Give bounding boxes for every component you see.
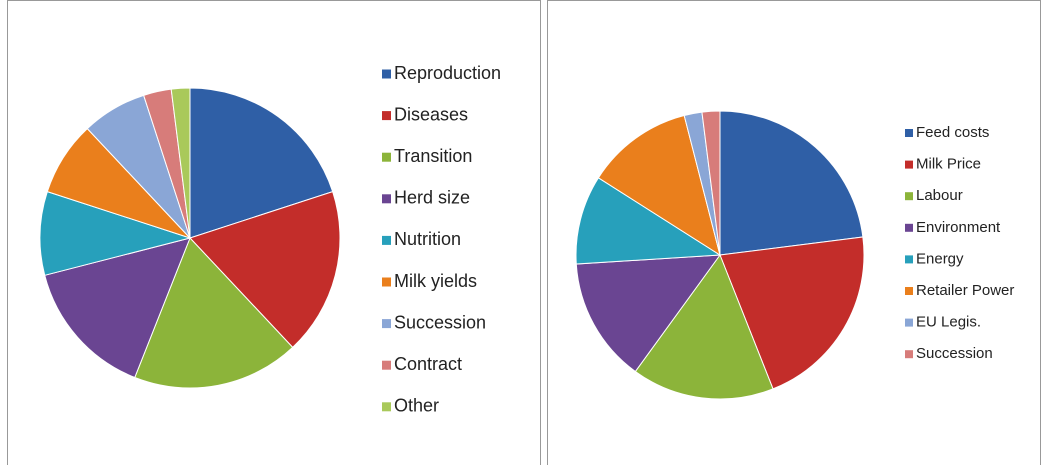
left-panel — [7, 0, 541, 465]
legend-swatch — [382, 360, 391, 370]
legend-swatch — [382, 111, 391, 121]
pie-slice — [634, 253, 774, 400]
legend-label: Reproduction — [394, 63, 501, 83]
legend-label: Contract — [394, 354, 462, 374]
legend-swatch — [382, 277, 391, 287]
legend-swatch — [905, 160, 913, 169]
right-panel — [547, 0, 1041, 465]
pie-slice — [44, 237, 191, 379]
pie-slice — [170, 87, 191, 239]
legend-label: Diseases — [394, 104, 468, 124]
legend-swatch — [905, 223, 913, 232]
legend-swatch — [382, 152, 391, 162]
pie-slice — [719, 236, 865, 390]
legend-swatch — [382, 402, 391, 412]
pie-slice — [597, 114, 721, 257]
legend-label: Transition — [394, 146, 472, 166]
legend-label: Feed costs — [916, 124, 989, 141]
legend-swatch — [382, 69, 391, 79]
legend-label: Labour — [916, 187, 963, 204]
pie-slice — [701, 110, 721, 256]
legend-swatch — [905, 129, 913, 137]
legend-swatch — [382, 235, 391, 245]
legend-label: Milk yields — [394, 271, 477, 291]
legend-swatch — [905, 318, 913, 327]
legend-label: Environment — [916, 219, 1001, 236]
legend-label: Milk Price — [916, 156, 981, 173]
pie-slice — [39, 191, 192, 276]
pie-slice — [189, 87, 334, 239]
legend-swatch — [382, 194, 391, 204]
legend-swatch — [905, 255, 913, 264]
legend-label: Succession — [394, 312, 486, 332]
legend-label: Nutrition — [394, 229, 461, 249]
legend-label: Energy — [916, 250, 964, 267]
pie-slice — [575, 254, 722, 373]
pie-slice — [575, 177, 722, 265]
pie-slice — [719, 110, 864, 256]
legend-label: EU Legis. — [916, 314, 981, 331]
legend-label: Herd size — [394, 188, 470, 208]
legend-label: Other — [394, 396, 439, 416]
pie-slice — [189, 191, 341, 349]
legend-label: Retailer Power — [916, 282, 1014, 299]
legend-swatch — [905, 287, 913, 295]
legend-swatch — [905, 192, 913, 201]
legend-swatch — [905, 350, 913, 359]
legend-label: Succession — [916, 345, 993, 362]
legend-swatch — [382, 319, 391, 329]
pie-slice — [134, 237, 294, 389]
